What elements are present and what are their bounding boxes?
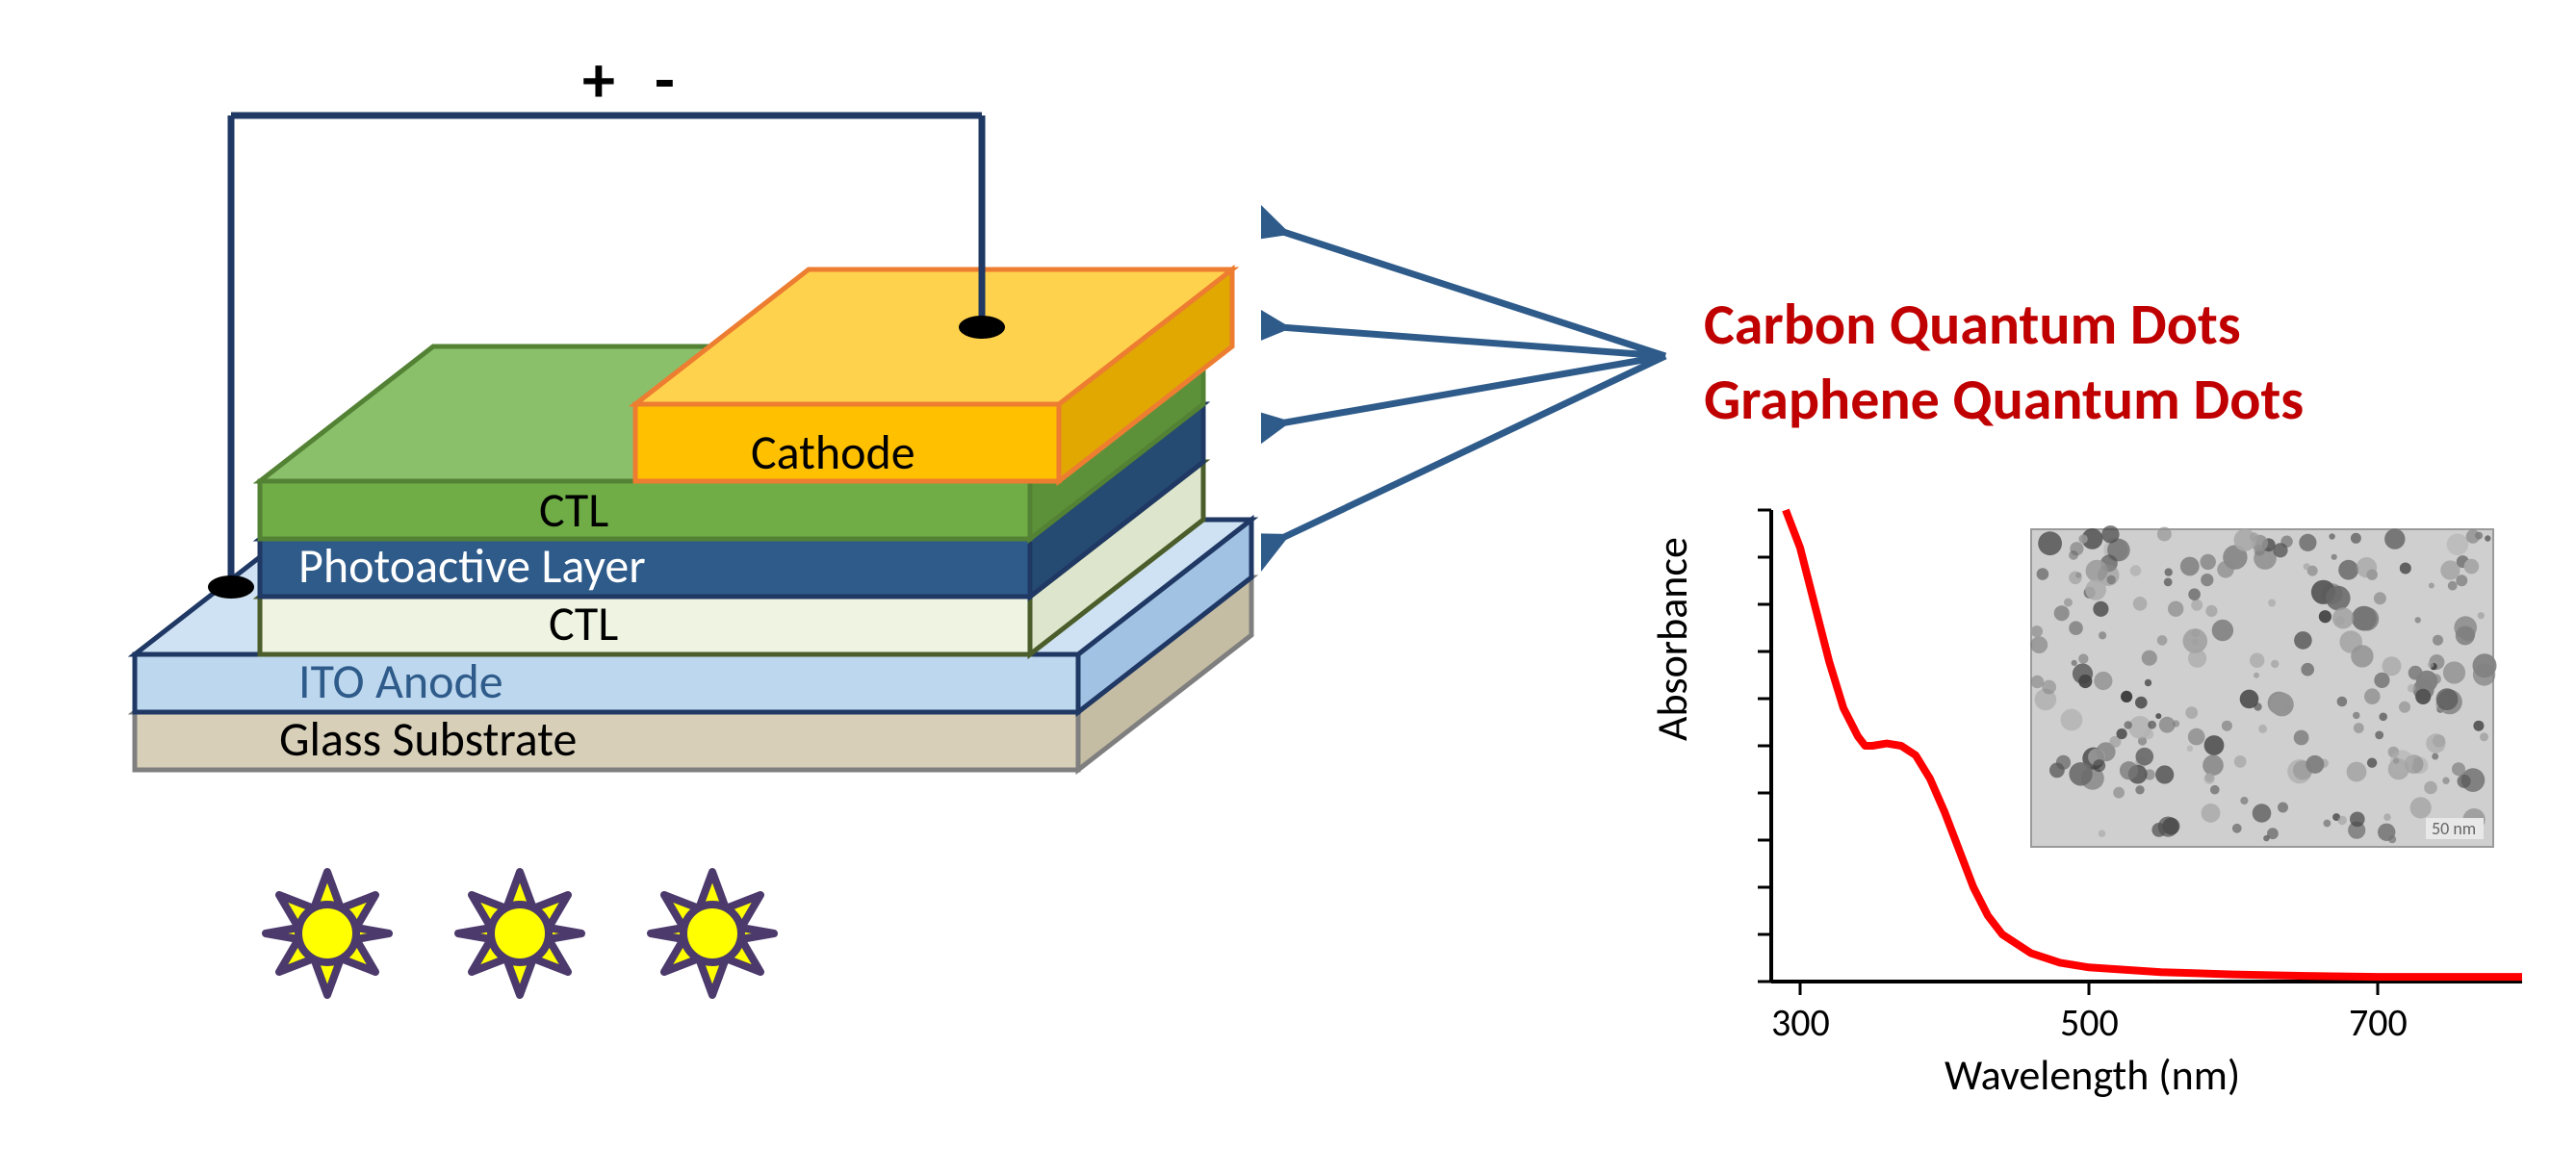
xtick: 300 <box>1771 999 1830 1046</box>
sun-icons <box>250 847 866 1039</box>
callout-title-1: Carbon Quantum Dots <box>1704 289 2241 361</box>
label-photoactive: Photoactive Layer <box>298 537 646 596</box>
polarity-plus: + <box>582 40 615 120</box>
tem-inset: 50 nm <box>2030 525 2496 847</box>
ylabel: Absorbance <box>1646 537 1698 741</box>
label-ctl-bottom: CTL <box>549 595 618 653</box>
figure-root: + - Cathode CTL Photoactive Layer CTL IT… <box>0 0 2576 1149</box>
layer-stack-diagram <box>39 38 1309 789</box>
xtick: 500 <box>2060 999 2119 1046</box>
xtick: 700 <box>2349 999 2408 1046</box>
polarity-minus: - <box>655 40 675 120</box>
callout-arrows <box>1261 202 1685 606</box>
label-cathode: Cathode <box>751 423 915 482</box>
label-ito: ITO Anode <box>298 652 503 711</box>
inset-scalebar: 50 nm <box>2432 818 2476 839</box>
label-ctl-top: CTL <box>539 481 608 540</box>
absorbance-chart: 50 nm <box>1656 481 2541 1078</box>
label-glass: Glass Substrate <box>279 710 577 769</box>
callout-title-2: Graphene Quantum Dots <box>1704 364 2304 436</box>
xlabel: Wavelength (nm) <box>1945 1049 2240 1101</box>
